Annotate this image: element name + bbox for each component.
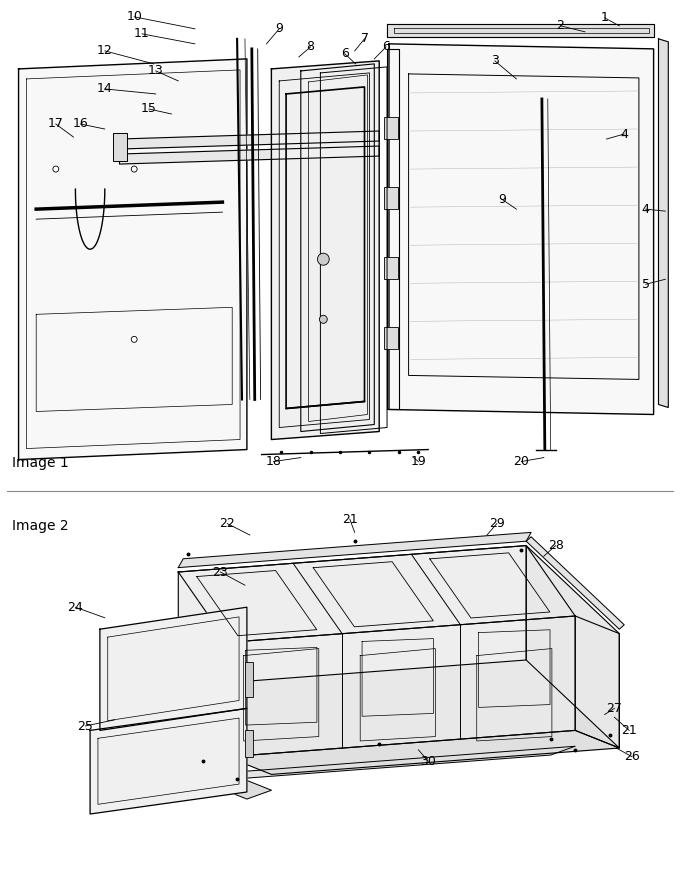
Text: 19: 19 <box>411 455 426 468</box>
Polygon shape <box>526 537 624 629</box>
Polygon shape <box>120 146 379 164</box>
Text: 20: 20 <box>513 455 529 468</box>
Text: 13: 13 <box>148 64 164 77</box>
Polygon shape <box>203 773 271 799</box>
Polygon shape <box>18 59 247 459</box>
Polygon shape <box>658 39 668 407</box>
Bar <box>384 327 398 349</box>
Bar <box>113 133 127 161</box>
Polygon shape <box>100 607 247 730</box>
Text: 7: 7 <box>360 33 369 46</box>
Text: 6: 6 <box>382 40 390 54</box>
Text: 17: 17 <box>48 118 64 130</box>
Polygon shape <box>387 24 653 37</box>
Text: 1: 1 <box>600 11 609 25</box>
Bar <box>245 662 253 697</box>
Text: 14: 14 <box>97 83 113 95</box>
Polygon shape <box>203 746 575 781</box>
Polygon shape <box>178 546 575 642</box>
Polygon shape <box>178 532 531 568</box>
Polygon shape <box>271 61 379 439</box>
Text: Image 1: Image 1 <box>12 456 69 470</box>
Text: 6: 6 <box>341 48 349 61</box>
Polygon shape <box>227 730 619 774</box>
Text: 8: 8 <box>307 40 315 54</box>
Text: 27: 27 <box>607 702 622 715</box>
Text: 16: 16 <box>73 118 88 130</box>
Text: 9: 9 <box>275 22 283 35</box>
Circle shape <box>131 166 137 172</box>
Text: 23: 23 <box>213 566 228 578</box>
Circle shape <box>53 166 58 172</box>
Text: 11: 11 <box>134 27 150 40</box>
Text: 21: 21 <box>622 724 637 737</box>
Circle shape <box>318 253 329 265</box>
Polygon shape <box>120 131 379 149</box>
Text: 15: 15 <box>141 102 157 115</box>
Text: 18: 18 <box>265 455 282 468</box>
Bar <box>384 117 398 139</box>
Bar <box>245 730 253 757</box>
Text: 29: 29 <box>489 517 505 530</box>
Text: 25: 25 <box>78 720 93 732</box>
Text: 5: 5 <box>642 278 650 290</box>
Text: 12: 12 <box>97 44 113 57</box>
Text: 10: 10 <box>126 11 142 23</box>
Polygon shape <box>526 546 619 748</box>
Polygon shape <box>227 616 575 757</box>
Text: 26: 26 <box>624 751 640 763</box>
Polygon shape <box>90 708 247 814</box>
Text: 3: 3 <box>491 55 498 68</box>
Text: 21: 21 <box>342 513 358 525</box>
Text: Image 2: Image 2 <box>12 519 68 533</box>
Text: 24: 24 <box>67 601 83 613</box>
Text: 28: 28 <box>547 539 564 552</box>
Circle shape <box>320 315 327 323</box>
Text: 4: 4 <box>642 202 649 216</box>
Text: 30: 30 <box>420 755 436 767</box>
Circle shape <box>131 336 137 342</box>
Polygon shape <box>575 616 619 748</box>
Bar <box>384 187 398 209</box>
Text: 22: 22 <box>220 517 235 530</box>
Text: 2: 2 <box>556 19 564 33</box>
Polygon shape <box>178 546 526 686</box>
Text: 4: 4 <box>620 128 628 141</box>
Text: 9: 9 <box>498 193 506 206</box>
Polygon shape <box>389 44 653 414</box>
Bar <box>384 257 398 279</box>
